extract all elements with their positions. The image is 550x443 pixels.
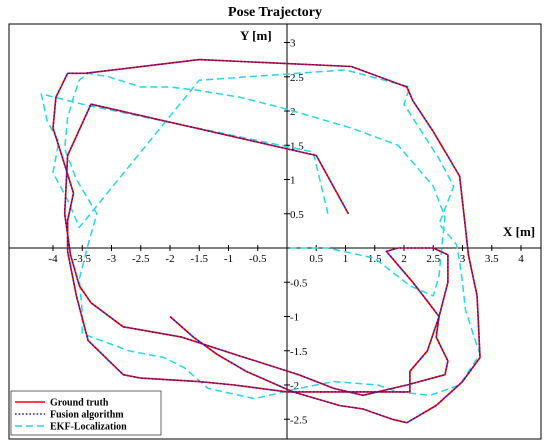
- x-tick-label: 1: [343, 253, 349, 265]
- x-tick-label: 4: [518, 253, 524, 265]
- y-tick-label: -1: [290, 312, 299, 324]
- chart-title: Pose Trajectory: [228, 5, 322, 20]
- legend-box: [10, 390, 162, 436]
- y-tick-label: 1: [290, 175, 296, 187]
- x-axis-label: X [m]: [503, 224, 535, 239]
- x-tick-label: -0.5: [249, 253, 267, 265]
- series-line-ground-truth: [52, 58, 481, 424]
- x-tick-label: -1.5: [191, 253, 209, 265]
- series-line-fusion-algorithm: [52, 58, 481, 424]
- legend-label-ground-truth: Ground truth: [50, 398, 109, 409]
- legend-label-fusion-algorithm: Fusion algorithm: [50, 410, 124, 421]
- series-line-ekf-localization: [40, 69, 481, 400]
- axes: -4 -3.5 -3 -2.5 -2 -1.5 -1 -0.5 0.5 1 1.5 2 2.5 3 3.5 4…: [9, 24, 541, 439]
- x-tick-label: 3.5: [485, 253, 499, 265]
- plot-frame: [8, 23, 542, 440]
- y-tick-label: 0.5: [290, 209, 304, 221]
- x-tick-label: -1: [224, 253, 233, 265]
- y-tick-label: -2.5: [290, 414, 308, 426]
- y-tick-label: 3: [290, 38, 296, 50]
- x-tick-label: -2.5: [132, 253, 150, 265]
- y-tick-label: -0.5: [290, 277, 308, 289]
- x-tick-label: 0.5: [309, 253, 323, 265]
- x-tick-label: 3: [460, 253, 466, 265]
- x-tick-label: 2: [401, 253, 407, 265]
- y-tick-label: 2: [290, 106, 296, 118]
- legend-label-ekf-localization: EKF-Localization: [50, 422, 127, 433]
- y-tick-label: -1.5: [290, 346, 308, 358]
- series-lines: [40, 58, 481, 424]
- y-tick-label: 2.5: [290, 72, 304, 84]
- y-tick-label: -2: [290, 380, 299, 392]
- y-axis-label: Y [m]: [240, 28, 272, 43]
- x-tick-label: -4: [48, 253, 58, 265]
- x-tick-label: 2.5: [426, 253, 440, 265]
- y-tick-label: 1.5: [290, 140, 304, 152]
- x-tick-label: -3.5: [74, 253, 92, 265]
- x-tick-label: -2: [165, 253, 174, 265]
- x-tick-label: -3: [107, 253, 117, 265]
